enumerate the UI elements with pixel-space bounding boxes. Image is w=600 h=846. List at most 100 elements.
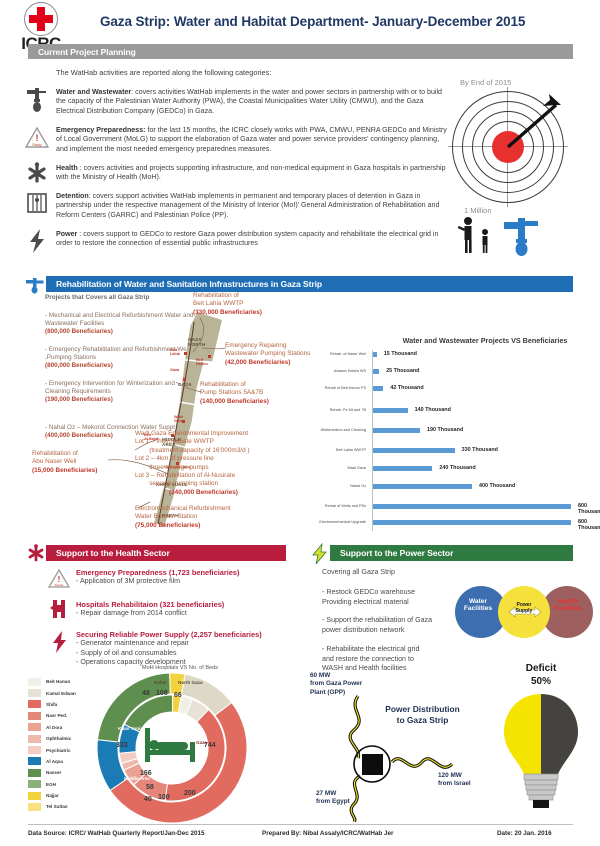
donut-num-100: 100	[158, 794, 170, 801]
legend-label: Shifa	[46, 701, 58, 707]
bar-category-label: Nahal Oz	[350, 483, 366, 488]
map-callout-wadi-gaza: Wadi Gaza Environmental Improvement Lot 1…	[135, 430, 250, 496]
bar	[373, 351, 377, 357]
legend-label: Psychiatric	[46, 747, 71, 753]
donut-label-middlearea: Middle Area	[124, 776, 150, 781]
category-emergency-preparedness: Emergency Preparedness: for the last 15 …	[56, 126, 447, 153]
legend-label: Al Aqsa	[46, 758, 63, 764]
power-label-egypt: 27 MW from Egypt	[316, 790, 350, 806]
donut-num-58: 58	[146, 784, 154, 791]
power-distribution-diagram: Power Distribution to Gaza Strip 60 MW f…	[310, 672, 485, 822]
bar-category-label: Rehab of Wells and PSs	[324, 503, 366, 508]
donut-num-kamal: 66	[174, 692, 182, 699]
bar	[373, 407, 408, 413]
legend-item: EGH	[28, 779, 94, 790]
lightning-bolt-icon	[22, 228, 52, 259]
legend-swatch	[28, 734, 41, 743]
bar-value-label: 140 Thousand	[414, 407, 451, 413]
svg-text:!: !	[58, 575, 61, 584]
gaza-strip-map: GAZA NORTH GAZA MIDDLE AREA KHAN YUNIS RAF…	[144, 310, 244, 532]
donut-num-najjar: 108	[156, 690, 168, 697]
donut-slice	[109, 701, 248, 824]
legend-swatch	[28, 791, 41, 800]
target-graphic: By End of 2015 1 Million	[448, 78, 577, 258]
map-callout-abu-naser-well: Rehabilitation of Abu Naser Well (15,000 B…	[32, 450, 98, 474]
map-callout-pump-stations: Rehabilitation of Pump Stations 5A&7B (140…	[200, 381, 269, 405]
legend-swatch	[28, 711, 41, 720]
svg-text:Ready: Ready	[55, 583, 64, 587]
bar-value-label: 25 Thousand	[386, 368, 420, 374]
bar-row: Nahal Oz 400 Thousand	[300, 482, 598, 490]
donut-num-166: 166	[140, 770, 152, 777]
legend-item: Al Aqsa	[28, 756, 94, 767]
bar-value-label: 15 Thousand	[383, 351, 417, 357]
legend-label: Ophthalmic	[46, 736, 72, 742]
chart-title: Water and Wastewater Projects VS Benefic…	[402, 336, 568, 345]
legend-swatch	[28, 780, 41, 789]
legend-item: Al Dora	[28, 722, 94, 733]
category-health: Health : covers activities and projects …	[56, 164, 446, 182]
donut-num-200: 200	[184, 790, 196, 797]
power-label-gpp: 60 MW from Gaza Power Plant (GPP)	[310, 672, 363, 696]
legend-item: Najjar	[28, 790, 94, 801]
category-detention: Detention: covers support activities Wat…	[56, 192, 440, 219]
page-header: ICRC Gaza Strip: Water and Habitat Depar…	[0, 0, 600, 52]
legend-swatch	[28, 700, 41, 709]
bar-category-label: Rehab. of Naser Well	[329, 351, 366, 356]
legend-swatch	[28, 723, 41, 732]
power-bullet-2: - Rehabilitate the electrical grid and r…	[322, 645, 420, 672]
donut-label-khanyunis: Khan Yunis	[118, 726, 143, 731]
legend-label: EGH	[46, 781, 56, 787]
legend-swatch	[28, 768, 41, 777]
bar-category-label: Rehab of Beit Hanun PS	[324, 385, 366, 390]
venn-label-health: Health Facilities	[553, 598, 583, 612]
beneficiaries-bar-chart: Rehab. of Naser Well 15 Thousand Abasan Ka…	[300, 350, 600, 533]
intro-lead: The WatHab activities are reported along…	[56, 68, 272, 77]
venn-label-water: Water Facilities	[463, 598, 493, 612]
health-item-1: Hospitals Rehabilitaion (321 beneficiari…	[76, 600, 225, 617]
legend-item: Ophthalmic	[28, 733, 94, 744]
bar	[373, 447, 455, 453]
legend-label: Kamal Edwan	[46, 690, 76, 696]
donut-slice	[169, 672, 186, 696]
svg-text:Ready: Ready	[32, 143, 42, 147]
bar-row: Winterization and Cleaning 190 Thousand	[300, 426, 598, 434]
lightning-bolt-icon	[46, 630, 72, 659]
red-cross-icon	[24, 2, 58, 36]
legend-item: Nasser	[28, 767, 94, 778]
target-bottom-label: 1 Million	[464, 206, 492, 215]
legend-label: Beit Hanun	[46, 679, 71, 685]
legend-item: Beit Hanun	[28, 676, 94, 687]
bar-row: Rehab. Ps 5A and 7B 140 Thousand	[300, 406, 598, 414]
map-bullet-1: - Emergency Rehabilitation and Refurbish…	[45, 346, 193, 370]
bar	[373, 503, 571, 509]
donut-num-khanyunis: 333	[116, 742, 128, 749]
medical-star-banner-icon	[25, 544, 47, 567]
warning-triangle-icon: ! Ready	[22, 126, 52, 153]
footer-source: Data Source: ICRC/ WatHab Quarterly Repo…	[28, 830, 205, 837]
legend-swatch	[28, 746, 41, 755]
footer-date: Date: 20 Jan. 2016	[497, 830, 552, 837]
legend-item: Nasr Ped.	[28, 710, 94, 721]
chart-axis	[372, 350, 373, 531]
map-callout-wastewater-pumping: Emergency Repairing Wastewater Pumping St…	[225, 342, 311, 366]
legend-label: Tel Sultan	[46, 804, 68, 810]
legend-label: Najjar	[46, 793, 59, 799]
venn-arrows-icon	[508, 606, 542, 618]
svg-text:!: !	[36, 133, 39, 143]
donut-num-gaza: 744	[204, 742, 216, 749]
legend-swatch	[28, 802, 41, 811]
donut-legend: Beit Hanun Kamal Edwan Shifa Nasr Ped. Al Do…	[28, 676, 94, 813]
banner-rehabilitation: Rehabilitation of Water and Sanitation I…	[46, 276, 573, 292]
bar-category-label: Abasan Kabira WS	[333, 368, 366, 373]
donut-label-gaza: Gaza	[196, 740, 207, 745]
hospital-damage-icon	[46, 598, 72, 625]
power-cable-graphic	[348, 695, 454, 822]
bar-value-label: 240 Thousand	[439, 465, 476, 471]
donut-label-rafah: Rafah	[154, 680, 167, 685]
banner-power-sector: Support to the Power Sector	[330, 545, 573, 561]
bar-row: Rehab of Beit Hanun PS 42 Thousand	[300, 384, 598, 392]
bar-value-label: 190 Thousand	[427, 427, 464, 433]
donut-slice	[171, 694, 182, 714]
venn-label-power: Power Supply	[515, 602, 533, 614]
